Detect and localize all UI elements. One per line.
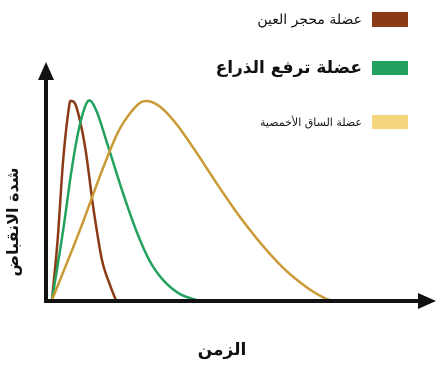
series-line-0 [50, 99, 118, 301]
y-axis-arrowhead [38, 62, 54, 80]
legend-swatch-eye-muscle [372, 12, 408, 27]
legend-label-arm-muscle: عضلة ترفع الذراع [216, 58, 362, 78]
legend-label-calf-muscle: عضلة الساق الأخمصية [260, 115, 362, 129]
legend-swatch-calf-muscle [372, 115, 408, 129]
x-axis-arrowhead [418, 293, 436, 309]
y-axis-label: شدة الانقباض [3, 168, 22, 277]
axes [38, 62, 436, 309]
legend-item-eye-muscle: عضلة محجر العين [257, 12, 408, 28]
legend-label-eye-muscle: عضلة محجر العين [257, 12, 362, 28]
legend: عضلة محجر العين عضلة ترفع الذراع عضلة ال… [216, 12, 408, 129]
legend-item-arm-muscle: عضلة ترفع الذراع [216, 58, 408, 78]
legend-item-calf-muscle: عضلة الساق الأخمصية [260, 115, 408, 129]
series-line-1 [50, 99, 198, 302]
plot-lines [50, 99, 331, 302]
legend-swatch-arm-muscle [372, 61, 408, 75]
series-line-2 [50, 99, 331, 302]
x-axis-label: الزمن [198, 340, 247, 360]
